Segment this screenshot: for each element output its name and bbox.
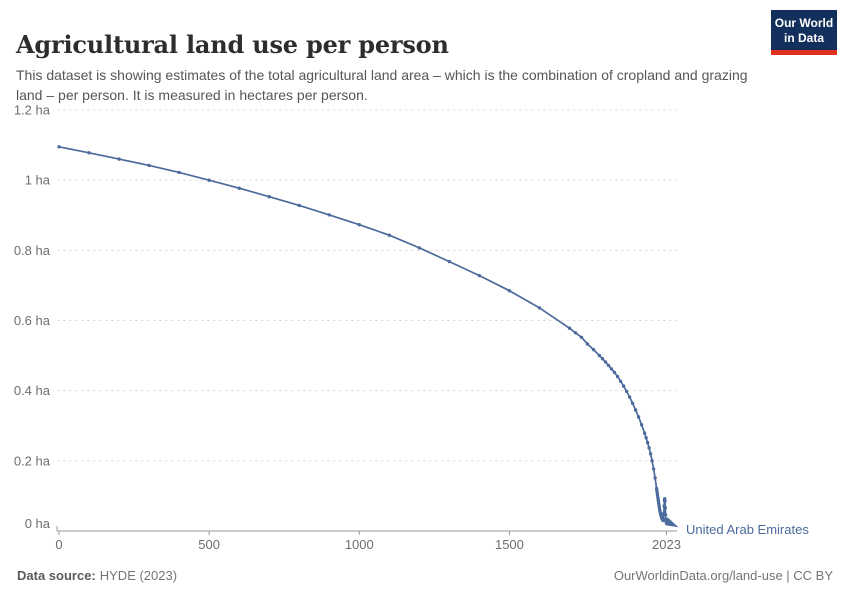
data-point [621, 384, 626, 388]
series-entity-label[interactable]: United Arab Emirates [686, 522, 809, 537]
y-axis-tick-label: 0.8 ha [14, 243, 51, 258]
data-point [661, 517, 666, 522]
data-point [651, 467, 656, 471]
data-point [417, 246, 422, 250]
data-point [585, 342, 590, 346]
data-point [237, 186, 241, 190]
y-axis-tick-label: 0.4 ha [14, 383, 51, 398]
data-point [267, 195, 271, 199]
data-point [603, 360, 608, 364]
data-point [357, 223, 361, 227]
data-point [612, 370, 617, 375]
data-point [630, 401, 635, 405]
x-axis-tick-label: 1500 [495, 537, 524, 552]
data-point [663, 506, 667, 510]
y-axis-tick-label: 0.2 ha [14, 453, 51, 468]
data-point [653, 476, 657, 480]
x-axis-tick-label: 0 [55, 537, 62, 552]
y-axis-tick-label: 1 ha [25, 173, 51, 188]
data-point [597, 353, 602, 358]
data-point [117, 157, 121, 161]
x-axis-tick-label: 500 [198, 537, 220, 552]
data-point [647, 446, 651, 450]
data-point [147, 163, 151, 168]
y-axis-tick-label: 0.6 ha [14, 313, 51, 328]
y-axis-tick-label: 0 ha [25, 516, 51, 531]
data-point [618, 379, 623, 383]
data-point [663, 499, 667, 503]
data-point [207, 178, 211, 182]
data-point [636, 415, 641, 419]
page-title: Agricultural land use per person [16, 30, 449, 60]
footer-license-link[interactable]: OurWorldinData.org/land-use | CC BY [613, 568, 833, 583]
data-point [606, 363, 611, 368]
data-point [591, 347, 596, 352]
data-point [447, 259, 452, 264]
data-point [663, 497, 667, 501]
data-point [648, 452, 653, 456]
owid-logo[interactable]: Our World in Data [771, 10, 837, 56]
data-point [663, 513, 668, 517]
data-point [664, 517, 668, 522]
x-axis-tick-label: 1000 [345, 537, 374, 552]
x-axis-tick-label: 2023 [652, 537, 681, 552]
data-point [600, 357, 605, 361]
data-point [650, 459, 654, 463]
chart-footer: Data source: HYDE (2023) OurWorldinData.o… [17, 568, 833, 583]
data-point [177, 170, 181, 175]
data-point [567, 326, 572, 330]
data-point [624, 389, 629, 394]
data-point [57, 145, 61, 149]
data-point [537, 306, 542, 310]
owid-logo-line2: in Data [783, 30, 824, 45]
data-point [633, 408, 638, 412]
data-point [297, 203, 301, 208]
data-source-note: Data source: HYDE (2023) [17, 568, 177, 583]
data-point [639, 423, 644, 427]
data-point [477, 273, 482, 278]
data-source-label: Data source: [17, 568, 96, 583]
series-line[interactable] [58, 145, 668, 525]
data-point [642, 431, 647, 435]
series-end-marker [665, 517, 679, 528]
data-point [627, 395, 632, 399]
data-point [579, 335, 584, 339]
data-point [573, 331, 578, 335]
data-point [87, 151, 91, 155]
data-point [609, 367, 614, 371]
data-point [387, 233, 391, 237]
data-point [507, 289, 512, 293]
owid-logo-line1: Our World [774, 16, 834, 30]
data-source-value: HYDE (2023) [99, 568, 178, 583]
y-axis-tick-label: 1.2 ha [14, 103, 51, 118]
data-point [615, 374, 620, 379]
data-point [327, 213, 331, 217]
data-point [644, 436, 648, 440]
chart-subtitle: This dataset is showing estimates of the… [16, 67, 748, 103]
data-point [645, 440, 650, 445]
